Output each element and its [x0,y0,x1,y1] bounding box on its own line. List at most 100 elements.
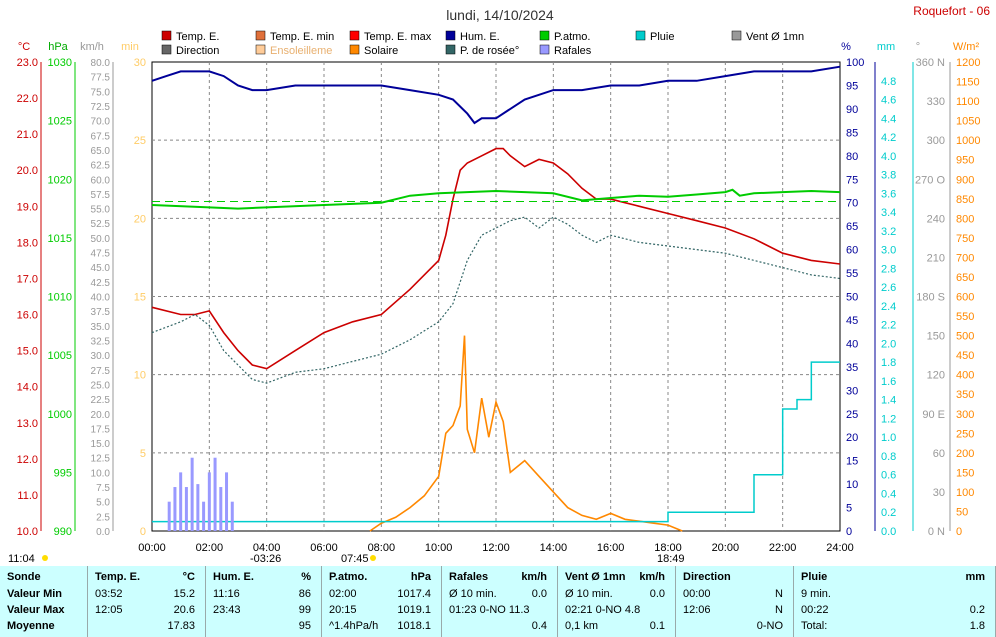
axis-tick-label: 22.0 [17,93,38,105]
axis-tick-label: 55 [846,268,858,280]
gust-bar [184,487,188,531]
axis-tick-label: 0.4 [881,488,896,500]
moon-icon [42,555,48,561]
axis-tick-label: 0 N [928,526,945,538]
time-tick-label: 00:00 [138,542,166,554]
axis-tick-label: 1.2 [881,413,896,425]
table-cell: 20.6 [173,604,195,616]
legend-swatch [539,44,550,55]
axis-tick-label: 210 [927,252,945,264]
axis-tick-label: 300 [927,135,945,147]
legend-swatch [349,44,360,55]
axis-tick-label: 1100 [956,96,980,108]
table-cell: Direction [683,571,731,583]
time-tick-label: 16:00 [597,542,625,554]
table-cell: 1.8 [969,620,985,632]
axis-tick-label: 1030 [48,57,72,69]
axis-unit-label: °C [18,41,30,53]
table-cell: 02:00 [329,588,357,600]
axis-tick-label: 10 [134,370,146,382]
axis-tick-label: 19.0 [17,201,38,213]
table-cell: 99 [298,604,311,616]
axis-tick-label: 2.6 [881,282,896,294]
axis-tick-label: 150 [927,331,945,343]
sunrise-label: 07:45 [341,553,369,565]
axis-tick-label: 350 [956,389,974,401]
axis-tick-label: 500 [956,331,974,343]
axis-tick-label: 42.5 [91,278,111,289]
axis-tick-label: 240 [927,213,945,225]
axis-tick-label: 20.0 [91,410,111,421]
axis-unit-label: km/h [80,41,104,53]
axis-tick-label: 25 [134,135,146,147]
axis-tick-label: 21.0 [17,129,38,141]
axis-tick-label: 12.0 [17,454,38,466]
axis-tick-label: 1.4 [881,395,896,407]
legend-label: Temp. E. [176,31,219,43]
axis-tick-label: 1005 [48,350,72,362]
legend-label: Temp. E. min [270,31,334,43]
legend-label: P. de rosée° [460,45,519,57]
table-cell: N [775,604,783,616]
sun-icon [370,555,376,561]
time-tick-label: 18:00 [654,542,682,554]
axis-tick-label: 950 [956,155,974,167]
table-cell: 00:00 [683,588,711,600]
axis-tick-label: 100 [846,57,864,69]
time-tick-label: 12:00 [482,542,510,554]
axis-units: °C hPa km/h min% mm ° W/m² [18,41,980,53]
legend-label: Hum. E. [460,31,500,43]
axis-tick-label: 0.2 [881,507,896,519]
axis-tick-label: 2.8 [881,263,896,275]
legend-label: Temp. E. max [364,31,432,43]
table-cell: N [775,588,783,600]
axis-tick-label: 67.5 [91,131,111,142]
axis-tick-label: 0 [846,526,852,538]
axis-tick-label: 0 [140,526,146,538]
axis-tick-label: 40 [846,338,858,350]
time-tick-label: 08:00 [368,542,396,554]
axis-tick-label: 2.4 [881,301,896,313]
axis-tick-label: 120 [927,370,945,382]
axis-tick-label: 3.8 [881,170,896,182]
gust-bar [179,472,183,531]
table-cell: 12:05 [95,604,123,616]
table-cell: 0,1 km [565,620,599,632]
axis-tick-label: 50.0 [91,234,111,245]
table-cell: 11:16 [213,588,240,600]
table-cell: 02:21 0-NO 4.8 [565,604,641,616]
time-tick-label: 20:00 [712,542,740,554]
axis-tick-label: 5 [140,448,146,460]
axis-tick-label: 5 [846,503,852,515]
axis-tick-label: 3.0 [881,245,896,257]
axis-tick-label: 95 [846,80,858,92]
axis-unit-label: ° [916,41,920,53]
table-cell: 1018.1 [397,620,431,632]
axis-tick-label: 11.0 [17,490,38,502]
axis-tick-label: 2.2 [881,320,896,332]
axis-tick-label: 4.6 [881,95,896,107]
axis-tick-label: 750 [956,233,974,245]
axis-tick-label: 14.0 [17,382,38,394]
table-cell: 17.83 [167,620,195,632]
time-tick-label: 24:00 [826,542,854,554]
axis-tick-label: 4.8 [881,76,896,88]
gust-bar [202,501,206,531]
table-cell: 86 [298,588,311,600]
legend-label: Solaire [364,45,398,57]
axis-tick-label: 80.0 [91,58,111,69]
axis-tick-label: 1010 [48,292,72,304]
table-cell: 23:43 [213,604,241,616]
stats-table: Sonde Valeur Min Valeur Max Moyenne Temp. E.… [0,566,996,637]
axis-tick-label: 13.0 [17,418,38,430]
station-name: Roquefort - 06 [913,4,990,18]
legend-swatch [349,30,360,41]
table-cell: km/h [639,571,665,583]
grid [152,62,840,531]
gust-bar [230,501,234,531]
table-cell: Ø 10 min. [449,588,497,600]
axis-tick-label: 30 [134,57,146,69]
axis-tick-label: 5.0 [96,498,110,509]
axis-tick-label: 650 [956,272,974,284]
axis-tick-label: 900 [956,174,974,186]
